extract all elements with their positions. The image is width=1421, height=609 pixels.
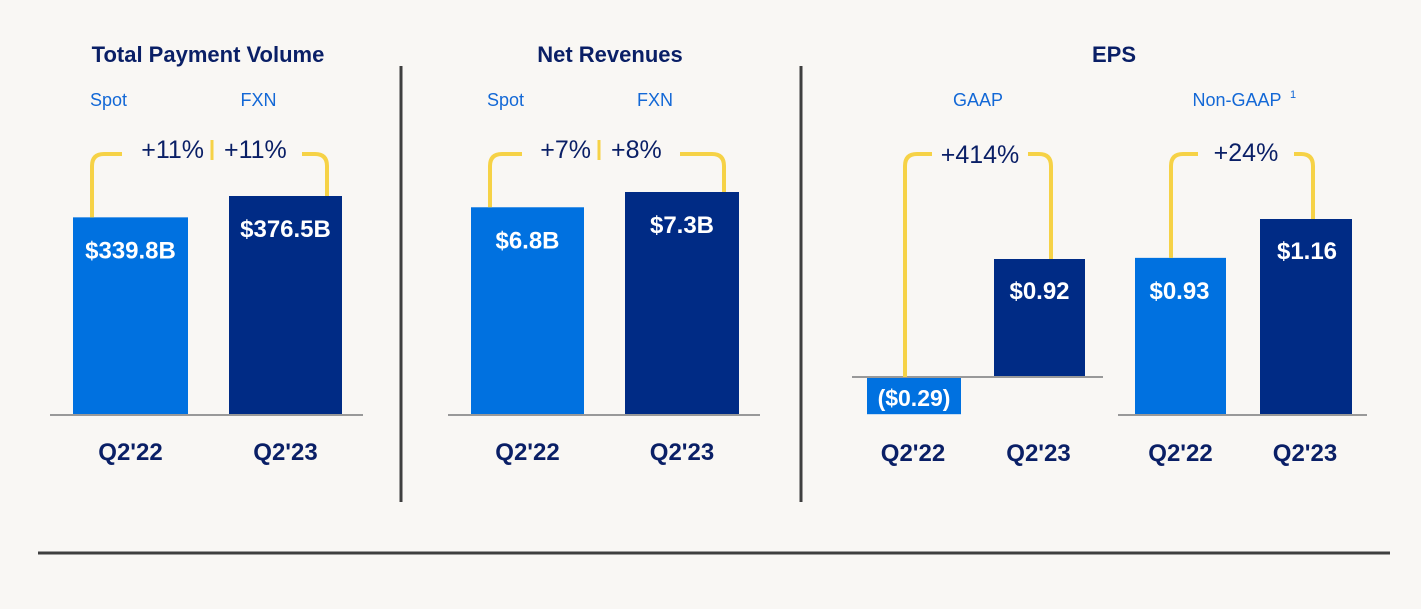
- panel-2-title: Net Revenues: [537, 42, 683, 67]
- gaap-bar-1: [867, 377, 961, 415]
- panel-2-category-1: Q2'22: [495, 439, 559, 466]
- non-gaap-bar-label-1: $0.93: [1149, 278, 1209, 305]
- gaap-header: GAAP: [953, 90, 1003, 110]
- panel-1-bar-label-1: $339.8B: [85, 237, 176, 264]
- non-gaap-category-1: Q2'22: [1148, 440, 1212, 467]
- panel-1-header-fxn: FXN: [241, 90, 277, 110]
- gaap-category-2: Q2'23: [1006, 440, 1070, 467]
- panel-1-bar-label-2: $376.5B: [240, 216, 331, 243]
- panel-2-category-2: Q2'23: [650, 439, 714, 466]
- gaap-category-1: Q2'22: [881, 440, 945, 467]
- non-gaap-bracket-right: [1294, 152, 1315, 219]
- panel-1-change-spot: +11%: [141, 136, 204, 164]
- gaap-bar-label-2: $0.92: [1009, 278, 1069, 305]
- non-gaap-bracket-left: [1169, 152, 1198, 258]
- non-gaap-header: Non-GAAP: [1192, 90, 1281, 110]
- panel-2-bar-2: [625, 192, 739, 415]
- panel-1-category-1: Q2'22: [98, 439, 162, 466]
- non-gaap-bar-label-2: $1.16: [1277, 238, 1337, 265]
- panel-1-bracket-right: [302, 152, 329, 196]
- panel-1-bar-1: [73, 217, 188, 415]
- panel-1-change-fxn: +11%: [224, 136, 287, 164]
- panel-2-change-spot: +7%: [540, 136, 591, 164]
- panel-2-bracket-right: [680, 152, 726, 192]
- gaap-change: +414%: [941, 141, 1020, 169]
- panel-1-header-spot: Spot: [90, 90, 127, 110]
- panel-2-bar-1: [471, 207, 584, 415]
- gaap-bar-label-1: ($0.29): [878, 385, 951, 411]
- non-gaap-footnote: 1: [1290, 89, 1296, 101]
- panel-2-bar-label-2: $7.3B: [650, 212, 714, 239]
- panel-1-title: Total Payment Volume: [92, 42, 325, 67]
- panel-3-title: EPS: [1092, 42, 1136, 67]
- panel-2-change-fxn: +8%: [611, 136, 662, 164]
- panel-2-bar-label-1: $6.8B: [495, 227, 559, 254]
- gaap-bracket-left: [903, 152, 932, 377]
- non-gaap-bar-1: [1135, 257, 1226, 415]
- non-gaap-change: +24%: [1214, 139, 1279, 167]
- panel-1-bar-2: [229, 196, 342, 415]
- panel-2-header-spot: Spot: [487, 90, 524, 110]
- gaap-bar-2: [994, 259, 1085, 377]
- panel-2-header-fxn: FXN: [637, 90, 673, 110]
- non-gaap-category-2: Q2'23: [1273, 440, 1337, 467]
- panel-1-bracket-left: [90, 152, 122, 218]
- non-gaap-bar-2: [1260, 219, 1352, 415]
- panel-1-category-2: Q2'23: [253, 439, 317, 466]
- gaap-bracket-right: [1028, 152, 1053, 259]
- panel-2-bracket-left: [488, 152, 522, 208]
